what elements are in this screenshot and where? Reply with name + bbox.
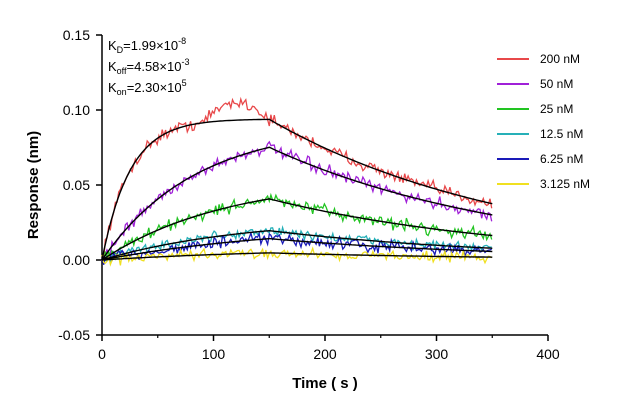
x-tick-label: 400 (536, 346, 560, 362)
fit-line-12-5-nM (101, 229, 493, 261)
fit-line-6-25-nM (101, 237, 493, 261)
legend-label: 50 nM (540, 77, 573, 91)
fit-line-3-125-nM (101, 252, 493, 261)
x-tick-label: 100 (202, 346, 226, 362)
kinetics-readout: KD=1.99×10-8 Koff=4.58×10-3 Kon=2.30×105 (108, 36, 189, 97)
y-tick-label: 0.05 (63, 177, 90, 193)
x-axis-title: Time ( s ) (292, 375, 358, 392)
koff-text: Koff=4.58×10-3 (108, 57, 189, 76)
axes: 0 100 200 300 400 -0.05 0.00 0.05 0.10 0.15 (58, 27, 560, 362)
kon-text: Kon=2.30×105 (108, 78, 187, 97)
fit-line-50-nM (101, 146, 493, 261)
legend: 200 nM 50 nM 25 nM 12.5 nM 6.25 nM 3.125 nM (497, 52, 590, 191)
x-tick-label: 0 (98, 346, 106, 362)
legend-label: 6.25 nM (540, 152, 583, 166)
data-line-6-25-nM (101, 230, 492, 265)
legend-label: 12.5 nM (540, 127, 583, 141)
legend-label: 25 nM (540, 102, 573, 116)
x-tick-label: 200 (313, 346, 337, 362)
data-line-200-nM (101, 96, 493, 263)
data-line-50-nM (101, 140, 493, 262)
fit-curves-group (101, 118, 493, 261)
data-line-3-125-nM (101, 246, 493, 267)
fit-line-200-nM (101, 118, 493, 261)
x-tick-label: 300 (425, 346, 449, 362)
legend-label: 3.125 nM (540, 177, 590, 191)
y-tick-label: 0.10 (63, 102, 90, 118)
legend-label: 200 nM (540, 52, 580, 66)
kd-text: KD=1.99×10-8 (108, 36, 186, 55)
fit-line-25-nM (101, 198, 493, 261)
y-axis-title: Response (nm) (25, 131, 42, 239)
y-tick-label: 0.00 (63, 252, 90, 268)
y-tick-label: -0.05 (58, 327, 90, 343)
y-tick-label: 0.15 (63, 27, 90, 43)
